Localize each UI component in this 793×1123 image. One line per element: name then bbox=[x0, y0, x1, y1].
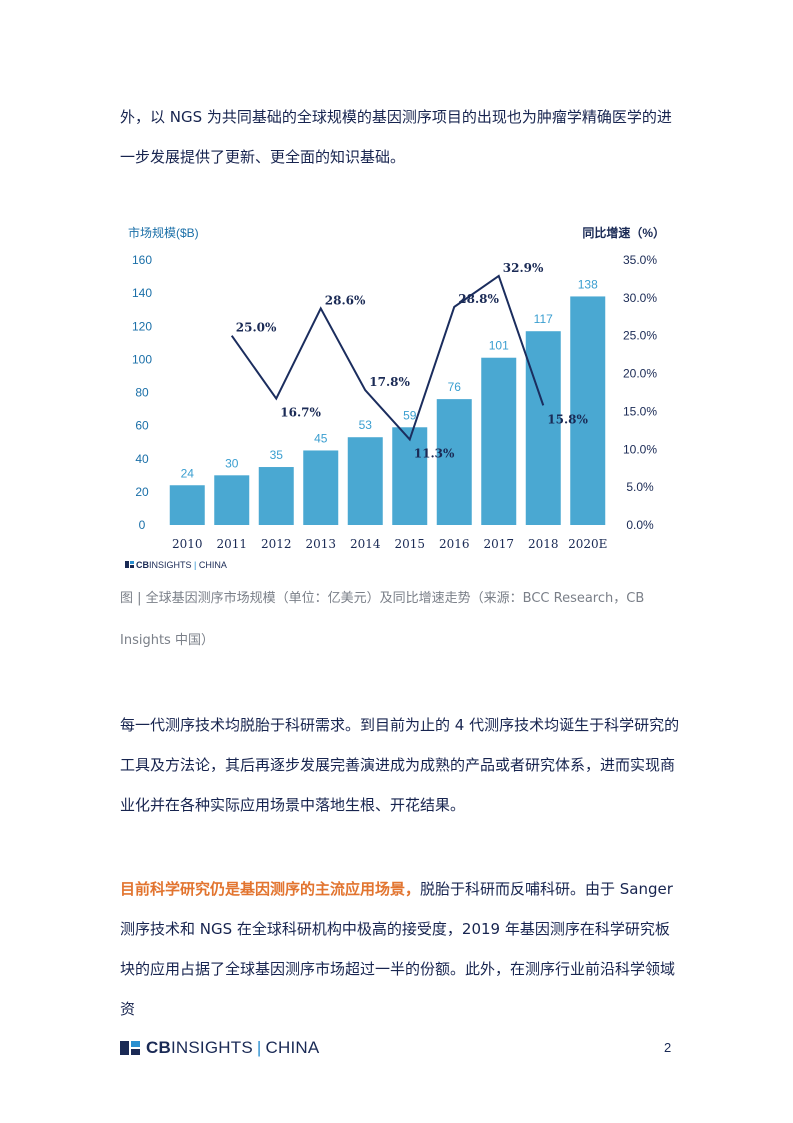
y-axis-title: 市场规模($B) bbox=[128, 225, 199, 240]
bar-value-label: 76 bbox=[448, 380, 462, 394]
x-tick-label: 2010 bbox=[172, 537, 203, 551]
y2-tick-label: 0.0% bbox=[626, 518, 654, 532]
research-application-paragraph: 目前科学研究仍是基因测序的主流应用场景，脱胎于科研而反哺科研。由于 Sanger… bbox=[120, 869, 680, 1029]
footer-logo: CBINSIGHTS | CHINA bbox=[120, 1038, 319, 1058]
watermark-text: CBINSIGHTS | CHINA bbox=[136, 560, 227, 570]
x-tick-label: 2014 bbox=[350, 537, 381, 551]
bar-value-label: 53 bbox=[359, 418, 373, 432]
market-size-chart: 市场规模($B) 同比增速（%） 0 20 40 60 80 100 120 140 160 0.0%… bbox=[125, 225, 665, 570]
bar bbox=[392, 427, 428, 525]
y2-tick-label: 35.0% bbox=[623, 253, 657, 267]
watermark-logo-icon-part bbox=[130, 565, 134, 568]
y2-tick-label: 15.0% bbox=[623, 404, 657, 418]
growth-rate-label: 16.7% bbox=[280, 406, 321, 420]
bar-value-label: 101 bbox=[489, 339, 509, 353]
logo-region-text: CHINA bbox=[265, 1038, 320, 1057]
logo-bold-text: CB bbox=[146, 1038, 171, 1057]
bar bbox=[570, 296, 606, 525]
bar-value-label: 35 bbox=[270, 448, 284, 462]
growth-rate-label: 32.9% bbox=[503, 261, 544, 275]
y-tick-label: 0 bbox=[139, 518, 146, 532]
cb-logo-icon bbox=[120, 1041, 140, 1055]
bar bbox=[436, 399, 472, 525]
page-number: 2 bbox=[664, 1040, 672, 1055]
x-tick-label: 2012 bbox=[261, 537, 292, 551]
growth-rate-label: 28.8% bbox=[458, 292, 499, 306]
y-tick-label: 40 bbox=[135, 452, 149, 466]
y-tick-label: 60 bbox=[135, 419, 149, 433]
growth-rate-label: 15.8% bbox=[547, 412, 588, 426]
y2-tick-label: 10.0% bbox=[623, 442, 657, 456]
y-tick-label: 80 bbox=[135, 386, 149, 400]
bar bbox=[303, 450, 339, 525]
bar-value-label: 24 bbox=[181, 466, 195, 480]
bar-value-label: 59 bbox=[403, 408, 417, 422]
y-tick-label: 160 bbox=[132, 253, 152, 267]
growth-rate-label: 11.3% bbox=[414, 446, 455, 460]
highlight-text: 目前科学研究仍是基因测序的主流应用场景， bbox=[120, 880, 421, 898]
paragraph-text: 脱胎于科研而反哺科研。由于 Sanger 测序技术和 NGS 在全球科研机构中极… bbox=[120, 880, 676, 1018]
bar-value-label: 45 bbox=[314, 431, 328, 445]
y-tick-label: 100 bbox=[132, 352, 152, 366]
watermark-sep: | bbox=[192, 560, 199, 570]
bar bbox=[347, 437, 383, 525]
sequencing-history-paragraph: 每一代测序技术均脱胎于科研需求。到目前为止的 4 代测序技术均诞生于科学研究的工… bbox=[120, 716, 680, 814]
bar-value-label: 30 bbox=[225, 456, 239, 470]
y2-tick-label: 30.0% bbox=[623, 291, 657, 305]
figure-caption: 图 | 全球基因测序市场规模（单位：亿美元）及同比增速走势（来源：BCC Res… bbox=[120, 591, 645, 648]
logo-separator: | bbox=[256, 1038, 262, 1057]
watermark-main: INSIGHTS bbox=[149, 560, 192, 570]
growth-rate-label: 28.6% bbox=[325, 293, 366, 307]
y-tick-label: 120 bbox=[132, 319, 152, 333]
y2-tick-label: 25.0% bbox=[623, 329, 657, 343]
bar bbox=[481, 357, 517, 525]
x-tick-label: 2011 bbox=[216, 537, 247, 551]
intro-paragraph: 外，以 NGS 为共同基础的全球规模的基因测序项目的出现也为肿瘤学精确医学的进一… bbox=[120, 108, 672, 166]
watermark-region: CHINA bbox=[199, 560, 227, 570]
y2-tick-label: 20.0% bbox=[623, 367, 657, 381]
y2-axis-title: 同比增速（%） bbox=[582, 225, 665, 240]
x-tick-label: 2016 bbox=[439, 537, 470, 551]
bar-value-label: 117 bbox=[534, 312, 553, 326]
x-tick-label: 2018 bbox=[528, 537, 559, 551]
bar bbox=[214, 475, 250, 525]
x-tick-label: 2017 bbox=[483, 537, 514, 551]
x-tick-label: 2020E bbox=[568, 537, 607, 551]
x-tick-label: 2015 bbox=[394, 537, 425, 551]
growth-rate-line bbox=[230, 274, 545, 442]
bar bbox=[169, 485, 205, 525]
logo-main-text: INSIGHTS bbox=[170, 1038, 253, 1057]
bar bbox=[525, 331, 561, 525]
y2-tick-label: 5.0% bbox=[626, 480, 654, 494]
y-tick-label: 140 bbox=[132, 286, 152, 300]
growth-rate-label: 25.0% bbox=[236, 321, 277, 335]
growth-rate-label: 17.8% bbox=[369, 375, 410, 389]
watermark-logo-icon bbox=[125, 561, 129, 568]
watermark-logo-icon-part bbox=[130, 561, 134, 564]
y-tick-label: 20 bbox=[135, 485, 149, 499]
bar bbox=[258, 467, 294, 525]
x-tick-label: 2013 bbox=[305, 537, 336, 551]
watermark-bold: CB bbox=[136, 560, 149, 570]
bar-value-label: 138 bbox=[578, 277, 598, 291]
